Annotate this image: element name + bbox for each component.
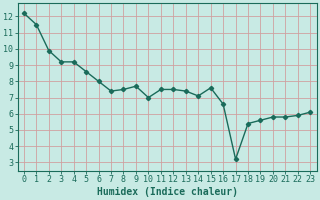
X-axis label: Humidex (Indice chaleur): Humidex (Indice chaleur)	[97, 186, 237, 197]
